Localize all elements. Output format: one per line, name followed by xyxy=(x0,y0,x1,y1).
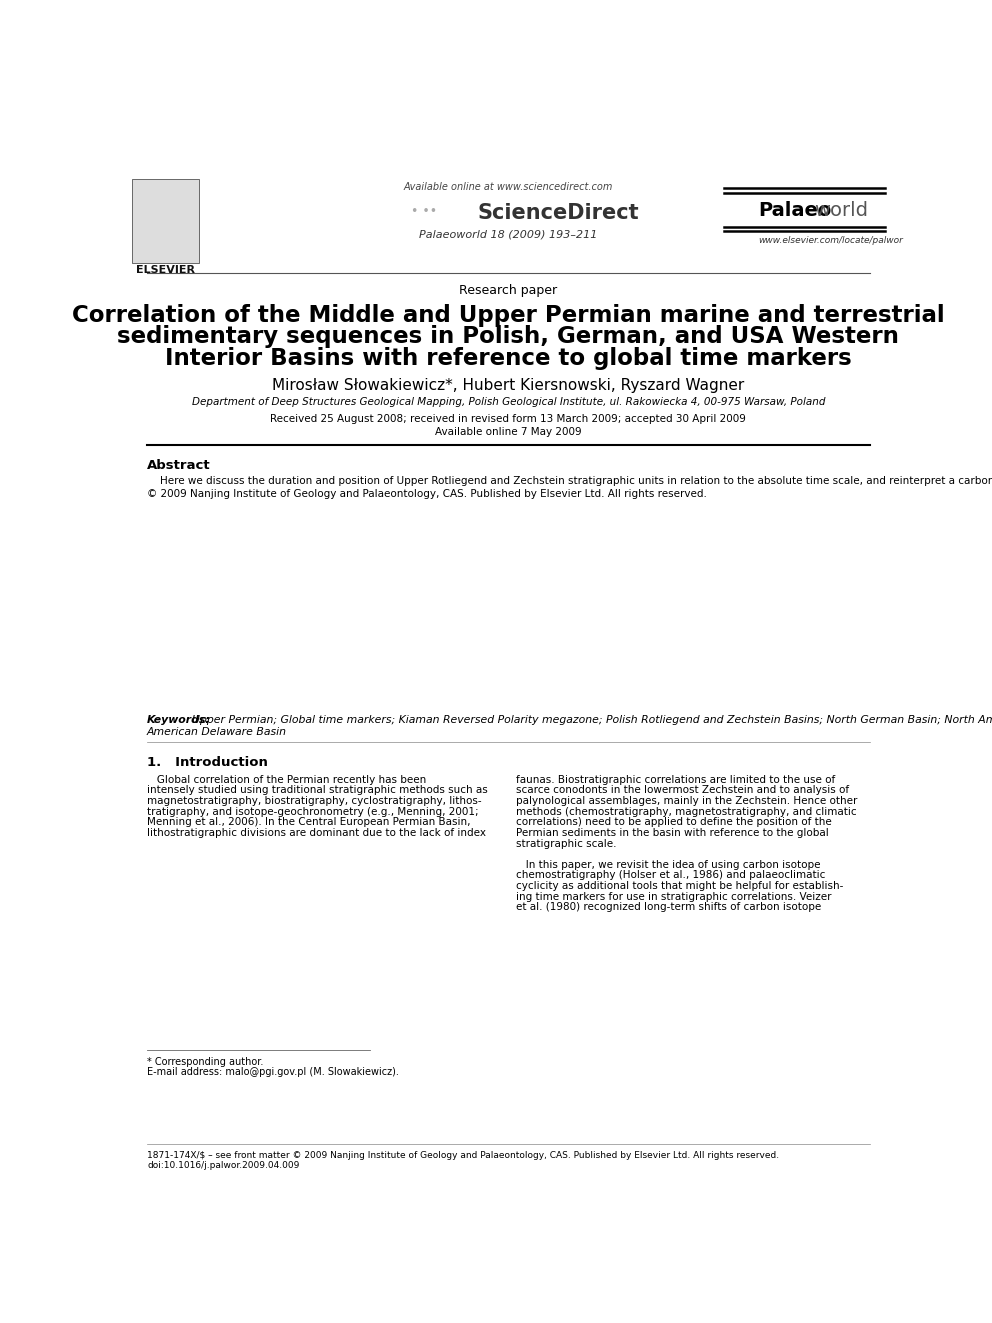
Text: scarce conodonts in the lowermost Zechstein and to analysis of: scarce conodonts in the lowermost Zechst… xyxy=(516,786,849,795)
Text: E-mail address: malo@pgi.gov.pl (M. Slowakiewicz).: E-mail address: malo@pgi.gov.pl (M. Slow… xyxy=(147,1068,399,1077)
Text: 1871-174X/$ – see front matter © 2009 Nanjing Institute of Geology and Palaeonto: 1871-174X/$ – see front matter © 2009 Na… xyxy=(147,1151,779,1159)
Text: * Corresponding author.: * Corresponding author. xyxy=(147,1057,264,1066)
Text: ScienceDirect: ScienceDirect xyxy=(478,204,639,224)
Text: stratigraphic scale.: stratigraphic scale. xyxy=(516,839,617,848)
Text: palynological assemblages, mainly in the Zechstein. Hence other: palynological assemblages, mainly in the… xyxy=(516,796,857,806)
Text: cyclicity as additional tools that might be helpful for establish-: cyclicity as additional tools that might… xyxy=(516,881,843,890)
Text: Permian sediments in the basin with reference to the global: Permian sediments in the basin with refe… xyxy=(516,828,829,837)
Text: 1.   Introduction: 1. Introduction xyxy=(147,755,268,769)
Text: Received 25 August 2008; received in revised form 13 March 2009; accepted 30 Apr: Received 25 August 2008; received in rev… xyxy=(271,414,746,425)
Text: chemostratigraphy (Holser et al., 1986) and palaeoclimatic: chemostratigraphy (Holser et al., 1986) … xyxy=(516,871,825,880)
Text: Available online 7 May 2009: Available online 7 May 2009 xyxy=(435,427,581,438)
Text: Upper Permian; Global time markers; Kiaman Reversed Polarity megazone; Polish Ro: Upper Permian; Global time markers; Kiam… xyxy=(191,714,992,725)
Text: sedimentary sequences in Polish, German, and USA Western: sedimentary sequences in Polish, German,… xyxy=(117,325,900,348)
Text: Mirosław Słowakiewicz*, Hubert Kiersnowski, Ryszard Wagner: Mirosław Słowakiewicz*, Hubert Kiersnows… xyxy=(272,378,745,393)
Text: Correlation of the Middle and Upper Permian marine and terrestrial: Correlation of the Middle and Upper Perm… xyxy=(72,303,944,327)
Text: world: world xyxy=(814,201,868,220)
Text: American Delaware Basin: American Delaware Basin xyxy=(147,728,287,737)
Text: magnetostratigraphy, biostratigraphy, cyclostratigraphy, lithos-: magnetostratigraphy, biostratigraphy, cy… xyxy=(147,796,482,806)
Text: faunas. Biostratigraphic correlations are limited to the use of: faunas. Biostratigraphic correlations ar… xyxy=(516,775,835,785)
Text: intensely studied using traditional stratigraphic methods such as: intensely studied using traditional stra… xyxy=(147,786,488,795)
Text: ing time markers for use in stratigraphic correlations. Veizer: ing time markers for use in stratigraphi… xyxy=(516,892,831,902)
Text: www.elsevier.com/locate/palwor: www.elsevier.com/locate/palwor xyxy=(758,235,903,245)
Text: Global correlation of the Permian recently has been: Global correlation of the Permian recent… xyxy=(147,775,427,785)
Text: methods (chemostratigraphy, magnetostratigraphy, and climatic: methods (chemostratigraphy, magnetostrat… xyxy=(516,807,857,816)
Text: Research paper: Research paper xyxy=(459,284,558,298)
Text: Here we discuss the duration and position of Upper Rotliegend and Zechstein stra: Here we discuss the duration and positio… xyxy=(147,476,992,499)
Text: Keywords:: Keywords: xyxy=(147,714,211,725)
Text: Abstract: Abstract xyxy=(147,459,210,472)
Text: Interior Basins with reference to global time markers: Interior Basins with reference to global… xyxy=(165,347,852,369)
Text: correlations) need to be applied to define the position of the: correlations) need to be applied to defi… xyxy=(516,818,832,827)
Text: Available online at www.sciencedirect.com: Available online at www.sciencedirect.co… xyxy=(404,181,613,192)
Text: ELSEVIER: ELSEVIER xyxy=(136,265,195,275)
Text: lithostratigraphic divisions are dominant due to the lack of index: lithostratigraphic divisions are dominan… xyxy=(147,828,486,837)
Text: tratigraphy, and isotope-geochronometry (e.g., Menning, 2001;: tratigraphy, and isotope-geochronometry … xyxy=(147,807,479,816)
Text: • ••: • •• xyxy=(411,205,436,218)
Text: Palaeoworld 18 (2009) 193–211: Palaeoworld 18 (2009) 193–211 xyxy=(420,230,597,239)
Text: Menning et al., 2006). In the Central European Permian Basin,: Menning et al., 2006). In the Central Eu… xyxy=(147,818,470,827)
Text: Department of Deep Structures Geological Mapping, Polish Geological Institute, u: Department of Deep Structures Geological… xyxy=(191,397,825,407)
Text: In this paper, we revisit the idea of using carbon isotope: In this paper, we revisit the idea of us… xyxy=(516,860,820,869)
Text: Palaeo: Palaeo xyxy=(758,201,831,220)
Bar xyxy=(132,179,199,263)
Text: doi:10.1016/j.palwor.2009.04.009: doi:10.1016/j.palwor.2009.04.009 xyxy=(147,1162,300,1171)
Text: et al. (1980) recognized long-term shifts of carbon isotope: et al. (1980) recognized long-term shift… xyxy=(516,902,821,913)
